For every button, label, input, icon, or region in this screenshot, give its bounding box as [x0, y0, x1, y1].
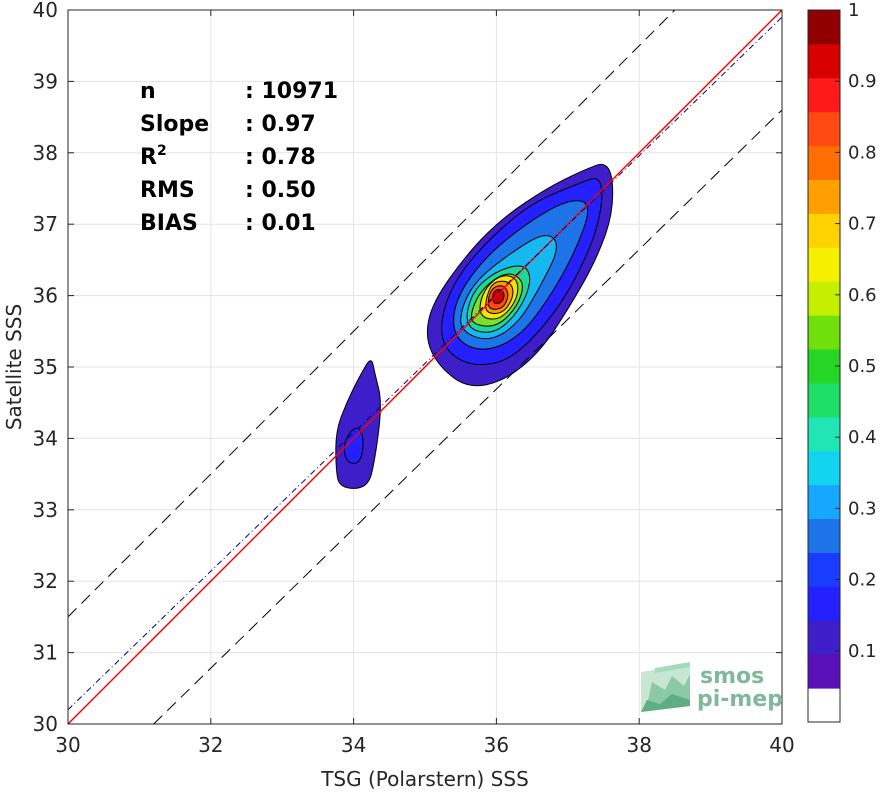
x-tick-label: 40: [769, 733, 794, 757]
y-tick-label: 39: [33, 69, 58, 93]
stat-value: : 10971: [245, 79, 338, 104]
colorbar-tick-label: 0.9: [848, 71, 877, 92]
y-tick-label: 37: [33, 212, 58, 236]
upper-bound-line: [67, 9, 676, 618]
contour-level-0.95: [492, 289, 505, 305]
colorbar-tick-label: 0.3: [848, 498, 877, 519]
stat-value: : 0.01: [245, 211, 316, 236]
x-tick-label: 32: [198, 733, 223, 757]
stat-label: RMS: [140, 178, 195, 203]
colorbar-tick-label: 0.2: [848, 570, 877, 591]
colorbar-segment: [808, 111, 840, 147]
x-tick-label: 38: [626, 733, 651, 757]
y-tick-label: 38: [33, 141, 58, 165]
stat-value: : 0.50: [245, 178, 316, 203]
colorbar-segment: [808, 349, 840, 384]
y-tick-label: 30: [33, 712, 58, 736]
y-tick-label: 36: [33, 284, 58, 308]
colorbar-segment: [808, 213, 840, 248]
colorbar-tick-label: 0.6: [848, 285, 877, 306]
colorbar: 0.1 0.2 0.3 0.4 0.5 0.6 0.7 0.8 0.9 1: [807, 0, 877, 723]
stat-label: BIAS: [140, 211, 198, 236]
colorbar-segment: [808, 518, 840, 553]
logo-text-smos: smos: [700, 664, 764, 689]
stat-value: : 0.78: [245, 145, 316, 170]
colorbar-segment: [808, 145, 840, 181]
colorbar-segment: [808, 688, 840, 723]
colorbar-tick-label: 0.5: [848, 356, 877, 377]
stat-label: Slope: [140, 112, 209, 137]
stat-value: : 0.97: [245, 112, 316, 137]
stat-superscript: 2: [157, 143, 167, 159]
logo-graphic: [641, 662, 690, 712]
reference-lines: [67, 9, 783, 725]
stat-label: n: [140, 79, 156, 104]
regression-line: [67, 16, 783, 711]
x-tick-label: 36: [484, 733, 509, 757]
smos-pi-mep-logo: smos pi-mep: [641, 662, 783, 712]
y-tick-label: 40: [33, 0, 58, 22]
axis-ticks: 30 32 34 36 38 40 30 31 32 33 34 35 36 37 38 39 40: [33, 0, 795, 757]
colorbar-tick-label: 0.7: [848, 214, 877, 235]
lower-bound-line: [153, 109, 783, 725]
colorbar-segment: [808, 620, 840, 655]
density-contours: [335, 163, 614, 489]
colorbar-segment: [808, 179, 840, 214]
colorbar-segment: [808, 10, 840, 45]
y-axis-label: Satellite SSS: [2, 304, 26, 430]
colorbar-tick-label: 1: [848, 0, 859, 21]
colorbar-segment: [808, 281, 840, 316]
stats-box: n : 10971 Slope : 0.97 R2 : 0.78 RMS : 0.50 BIAS…: [140, 79, 338, 236]
x-tick-label: 34: [341, 733, 366, 757]
colorbar-segment: [808, 654, 840, 689]
colorbar-segment: [808, 247, 840, 282]
colorbar-tick-label: 0.4: [848, 427, 877, 448]
colorbar-segment: [808, 484, 840, 520]
y-tick-label: 34: [33, 426, 58, 450]
colorbar-segment: [808, 552, 840, 587]
contour-level-0.05: [335, 360, 381, 489]
colorbar-segment: [808, 43, 840, 79]
stat-label: R2: [140, 143, 167, 170]
one-to-one-line: [67, 9, 783, 725]
x-tick-label: 30: [55, 733, 80, 757]
colorbar-segment: [808, 586, 840, 621]
y-tick-label: 32: [33, 569, 58, 593]
logo-text-pi-mep: pi-mep: [697, 687, 783, 712]
y-tick-label: 35: [33, 355, 58, 379]
colorbar-segment: [808, 416, 840, 452]
colorbar-segment: [808, 382, 840, 418]
colorbar-segment: [808, 450, 840, 486]
colorbar-tick-label: 0.8: [848, 142, 877, 163]
colorbar-segment: [808, 77, 840, 113]
colorbar-segment: [808, 315, 840, 350]
y-tick-label: 31: [33, 641, 58, 665]
colorbar-tick-label: 0.1: [848, 641, 877, 662]
x-axis-label: TSG (Polarstern) SSS: [320, 767, 529, 791]
y-tick-label: 33: [33, 498, 58, 522]
